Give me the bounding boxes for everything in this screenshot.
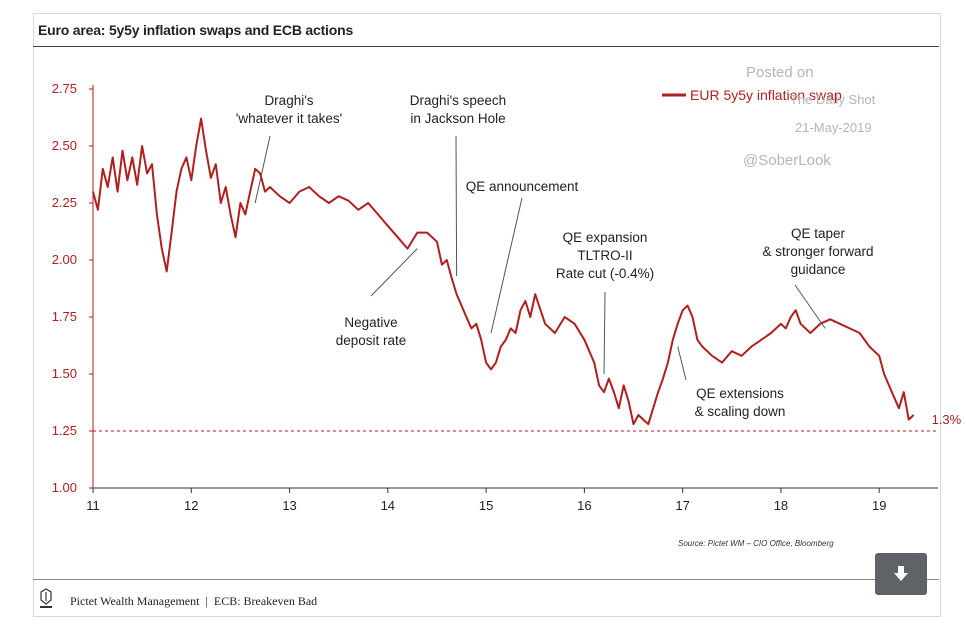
annotation-label: Draghi's'whatever it takes' xyxy=(236,93,342,126)
pictet-logo-icon xyxy=(40,588,52,608)
x-tick-label: 16 xyxy=(577,498,591,513)
x-tick-label: 14 xyxy=(381,498,395,513)
download-arrow-icon xyxy=(894,566,908,581)
watermark-posted-on: Posted on xyxy=(746,64,814,81)
watermark-date: 21-May-2019 xyxy=(795,120,872,135)
download-button[interactable] xyxy=(875,553,927,595)
y-tick-label: 1.00 xyxy=(52,480,77,495)
annotation-pointer xyxy=(677,346,687,381)
annotation-label: QE expansion TLTRO-II Rate cut (-0.4%) xyxy=(556,230,654,281)
legend-label: EUR 5y5y inflation swap xyxy=(690,87,842,103)
annotation-pointer xyxy=(455,135,458,276)
y-tick-label: 1.25 xyxy=(52,423,77,438)
annotation-pointer xyxy=(603,291,606,375)
y-tick-label: 2.50 xyxy=(52,138,77,153)
watermark-handle: @SoberLook xyxy=(743,152,831,169)
annotation-label: QE taper & stronger forward guidance xyxy=(762,226,873,277)
annotation-label: QE extensions & scaling down xyxy=(695,386,786,419)
x-tick-label: 12 xyxy=(184,498,198,513)
end-value-label: 1.3% xyxy=(932,412,962,427)
y-tick-label: 1.75 xyxy=(52,309,77,324)
y-tick-label: 2.75 xyxy=(52,81,77,96)
y-tick-label: 2.00 xyxy=(52,252,77,267)
series-line xyxy=(92,117,915,426)
footer-section: ECB: Breakeven Bad xyxy=(213,594,318,608)
annotation-label: Negative deposit rate xyxy=(336,315,407,348)
x-tick-label: 13 xyxy=(282,498,296,513)
annotation-label: Draghi's speech in Jackson Hole xyxy=(410,93,506,126)
annotation-pointer xyxy=(794,284,826,329)
chart-source: Source: Pictet WM – CIO Office, Bloomber… xyxy=(678,539,834,548)
annotation-pointer xyxy=(254,135,271,204)
chart-title: Euro area: 5y5y inflation swaps and ECB … xyxy=(38,22,354,38)
footer: Pictet Wealth Management | ECB: Breakeven … xyxy=(70,594,317,609)
title-divider xyxy=(33,46,939,47)
y-tick-label: 1.50 xyxy=(52,366,77,381)
chart-frame xyxy=(33,13,941,617)
footer-separator: | xyxy=(205,594,208,608)
watermark-publication: The Daily Shot xyxy=(790,92,876,107)
x-tick-label: 11 xyxy=(86,498,100,513)
x-tick-label: 15 xyxy=(479,498,493,513)
footer-divider xyxy=(33,579,939,580)
annotation-pointer xyxy=(370,248,418,297)
x-tick-label: 18 xyxy=(774,498,788,513)
footer-company: Pictet Wealth Management xyxy=(70,594,200,608)
annotation-pointer xyxy=(490,197,523,334)
annotation-label: QE announcement xyxy=(466,179,579,194)
x-tick-label: 19 xyxy=(872,498,886,513)
x-tick-label: 17 xyxy=(675,498,689,513)
y-tick-label: 2.25 xyxy=(52,195,77,210)
